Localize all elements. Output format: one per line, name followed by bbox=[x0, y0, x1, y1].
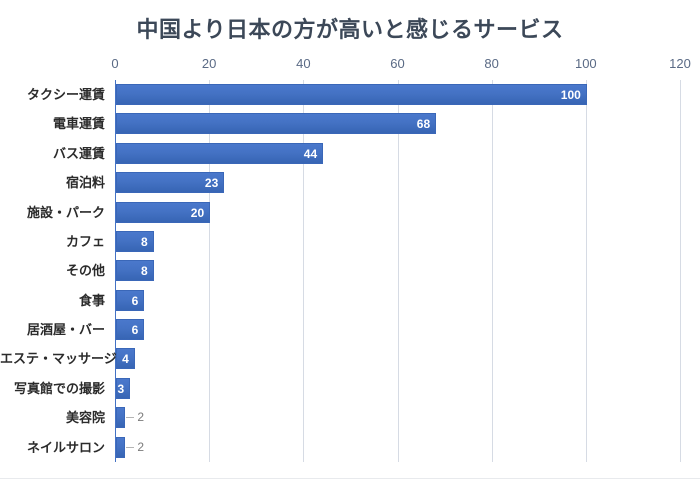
bar-wrapper: 44 bbox=[116, 142, 324, 164]
bar-row: 美容院 2 bbox=[0, 403, 700, 432]
bar[interactable] bbox=[116, 436, 126, 458]
tick-label-120: 120 bbox=[669, 56, 691, 71]
chart-title: 中国より日本の方が高いと感じるサービス bbox=[136, 17, 564, 42]
tick-label-40: 40 bbox=[296, 56, 311, 71]
bar-value-label: 8 bbox=[140, 234, 148, 249]
tick-label-100: 100 bbox=[574, 56, 597, 71]
bar-wrapper: 6 bbox=[116, 289, 145, 311]
bar-row: 居酒屋・バー 6 bbox=[0, 315, 700, 344]
gridline-80 bbox=[491, 80, 493, 462]
bar-row: 食事 6 bbox=[0, 286, 700, 315]
bar[interactable]: 68 bbox=[116, 113, 437, 135]
gridline-100 bbox=[585, 80, 587, 462]
bar-value-label: 4 bbox=[122, 352, 129, 367]
bar[interactable]: 6 bbox=[116, 289, 145, 311]
category-label: エステ・マッサージ bbox=[0, 351, 117, 367]
bar-row: エステ・マッサージ 4 bbox=[0, 344, 700, 373]
tick-label-20: 20 bbox=[201, 56, 217, 71]
bar-wrapper: 2 bbox=[116, 407, 144, 429]
bar[interactable]: 100 bbox=[116, 84, 587, 105]
bar-row: タクシー運賃 100 bbox=[0, 80, 700, 109]
leader-line bbox=[126, 446, 135, 448]
bar-wrapper: 8 bbox=[116, 230, 154, 252]
bar-row: 写真館での撮影 3 bbox=[0, 374, 700, 403]
leader-line bbox=[126, 417, 135, 419]
bar[interactable]: 44 bbox=[116, 142, 324, 164]
bar-value-label: 23 bbox=[204, 176, 219, 191]
gridline-20 bbox=[209, 80, 211, 462]
bar-value-label: 3 bbox=[117, 381, 125, 396]
category-label: カフェ bbox=[65, 233, 105, 249]
x-axis-tick-labels: 0 20 40 60 80 100 120 bbox=[0, 56, 700, 76]
bar-value-label: 2 bbox=[137, 410, 145, 425]
bar-value-label: 2 bbox=[137, 439, 145, 454]
bar-row: バス運賃 44 bbox=[0, 139, 700, 168]
category-label: ネイルサロン bbox=[26, 439, 105, 455]
bar[interactable]: 6 bbox=[116, 319, 145, 341]
gridline-120 bbox=[680, 80, 681, 462]
y-axis-line bbox=[115, 80, 116, 462]
bar-row: 施設・パーク 20 bbox=[0, 198, 700, 227]
tick-label-60: 60 bbox=[390, 56, 405, 71]
bar-wrapper: 6 bbox=[116, 319, 145, 341]
bar-wrapper: 4 bbox=[116, 348, 135, 370]
bar-value-label: 44 bbox=[303, 146, 318, 161]
bar[interactable]: 20 bbox=[116, 201, 211, 223]
bar[interactable]: 4 bbox=[116, 348, 135, 370]
bar-row: ネイルサロン 2 bbox=[0, 433, 700, 462]
bar-row: 宿泊料 23 bbox=[0, 168, 700, 197]
bar-wrapper: 100 bbox=[116, 84, 587, 105]
category-label: 施設・パーク bbox=[26, 204, 105, 220]
tick-label-80: 80 bbox=[484, 56, 499, 71]
bar-value-label: 6 bbox=[131, 293, 139, 308]
bar-wrapper: 8 bbox=[116, 260, 154, 282]
bar-value-label: 8 bbox=[140, 264, 148, 279]
category-label: タクシー運賃 bbox=[26, 87, 105, 102]
category-label: 写真館での撮影 bbox=[13, 380, 105, 396]
bar[interactable]: 3 bbox=[116, 377, 131, 399]
bar[interactable]: 8 bbox=[116, 230, 154, 252]
gridline-40 bbox=[303, 80, 305, 462]
bar-wrapper: 3 bbox=[116, 377, 131, 399]
bar-value-label: 20 bbox=[190, 205, 205, 220]
tick-label-0: 0 bbox=[111, 56, 119, 71]
category-label: バス運賃 bbox=[52, 145, 105, 161]
category-label: 居酒屋・バー bbox=[26, 322, 105, 338]
bar-row: カフェ 8 bbox=[0, 227, 700, 256]
bar[interactable]: 8 bbox=[116, 260, 154, 282]
bar-value-label: 100 bbox=[560, 88, 581, 102]
category-label: 電車運賃 bbox=[52, 116, 105, 132]
bar-value-label: 68 bbox=[416, 117, 431, 132]
bar[interactable]: 23 bbox=[116, 172, 225, 194]
bar[interactable] bbox=[116, 407, 126, 429]
category-label: 食事 bbox=[78, 292, 105, 308]
plot-area bbox=[115, 80, 681, 462]
bar-wrapper: 2 bbox=[116, 436, 144, 458]
category-label: 美容院 bbox=[65, 410, 105, 426]
bar-wrapper: 68 bbox=[116, 113, 437, 135]
bar-wrapper: 20 bbox=[116, 201, 211, 223]
gridline-60 bbox=[397, 80, 399, 462]
bar-wrapper: 23 bbox=[116, 172, 225, 194]
bar-value-label: 6 bbox=[131, 323, 139, 338]
category-label: 宿泊料 bbox=[65, 175, 105, 191]
category-label: その他 bbox=[65, 263, 105, 279]
bar-row: その他 8 bbox=[0, 256, 700, 285]
bar-row: 電車運賃 68 bbox=[0, 109, 700, 138]
